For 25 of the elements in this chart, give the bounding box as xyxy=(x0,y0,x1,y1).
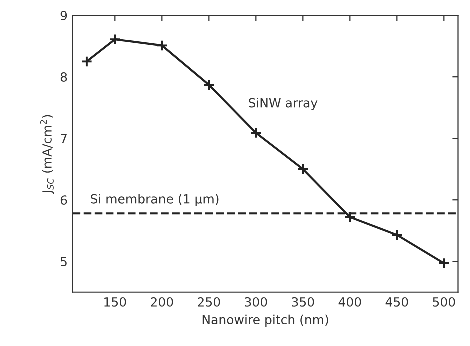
point xyxy=(156,40,168,52)
x-tick-label: 300 xyxy=(245,297,268,307)
point xyxy=(81,56,93,68)
x-axis-title: Nanowire pitch (nm) xyxy=(202,314,328,327)
point xyxy=(250,127,262,139)
x-tick-label: 150 xyxy=(104,297,126,307)
y-axis-title: J$_{SC}$ (mA/cm$^{2}$) xyxy=(40,115,54,194)
point xyxy=(297,164,309,176)
y-tick-label: 7 xyxy=(61,134,67,144)
y-tick-label: 9 xyxy=(60,11,68,20)
y-tick-label: 6 xyxy=(60,196,68,206)
point xyxy=(438,258,450,270)
point xyxy=(203,79,215,91)
y-tick-label: 8 xyxy=(60,72,68,82)
x-tick-label: 350 xyxy=(292,297,314,307)
x-tick-label: 450 xyxy=(386,297,408,307)
y-tick-label: 5 xyxy=(61,257,67,267)
x-tick-label: 400 xyxy=(338,297,362,307)
annotation: SiNW array xyxy=(249,98,318,110)
x-tick-label: 250 xyxy=(198,297,220,307)
ref-line-label: Si membrane (1 μm) xyxy=(91,194,219,206)
point xyxy=(391,229,403,241)
x-tick-label: 500 xyxy=(433,297,456,307)
point xyxy=(109,34,121,46)
x-tick-label: 200 xyxy=(151,297,174,307)
